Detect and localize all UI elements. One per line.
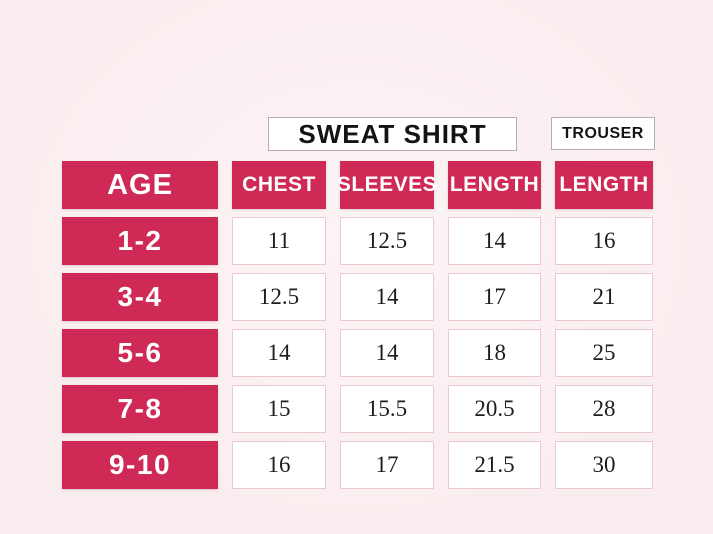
column-header-length-trouser: LENGTH	[555, 161, 653, 209]
column-header-chest: CHEST	[232, 161, 326, 209]
column-header-age: AGE	[62, 161, 218, 209]
table-cell: 21.5	[448, 441, 541, 489]
table-cell: 17	[448, 273, 541, 321]
age-row-header: 9-10	[62, 441, 218, 489]
table-cell: 18	[448, 329, 541, 377]
age-row-header: 5-6	[62, 329, 218, 377]
table-cell: 20.5	[448, 385, 541, 433]
table-cell: 15.5	[340, 385, 434, 433]
table-cell: 11	[232, 217, 326, 265]
table-cell: 14	[448, 217, 541, 265]
table-cell: 14	[340, 273, 434, 321]
table-cell: 21	[555, 273, 653, 321]
table-cell: 30	[555, 441, 653, 489]
sweatshirt-group-title-label: SWEAT SHIRT	[298, 118, 487, 149]
table-cell: 12.5	[340, 217, 434, 265]
age-row-header: 3-4	[62, 273, 218, 321]
column-header-length-sweatshirt: LENGTH	[448, 161, 541, 209]
sweatshirt-group-title: SWEAT SHIRT	[268, 117, 517, 151]
table-cell: 28	[555, 385, 653, 433]
table-cell: 14	[340, 329, 434, 377]
trouser-group-title: TROUSER	[551, 117, 655, 150]
table-cell: 25	[555, 329, 653, 377]
table-cell: 15	[232, 385, 326, 433]
table-cell: 17	[340, 441, 434, 489]
column-header-sleeves: SLEEVES	[337, 161, 437, 209]
table-cell: 16	[232, 441, 326, 489]
trouser-group-title-label: TROUSER	[562, 124, 644, 142]
table-cell: 12.5	[232, 273, 326, 321]
age-row-header: 1-2	[62, 217, 218, 265]
age-row-header: 7-8	[62, 385, 218, 433]
table-cell: 14	[232, 329, 326, 377]
table-cell: 16	[555, 217, 653, 265]
size-table: AGE CHEST SLEEVES LENGTH LENGTH 1-2 11 1…	[62, 161, 653, 489]
